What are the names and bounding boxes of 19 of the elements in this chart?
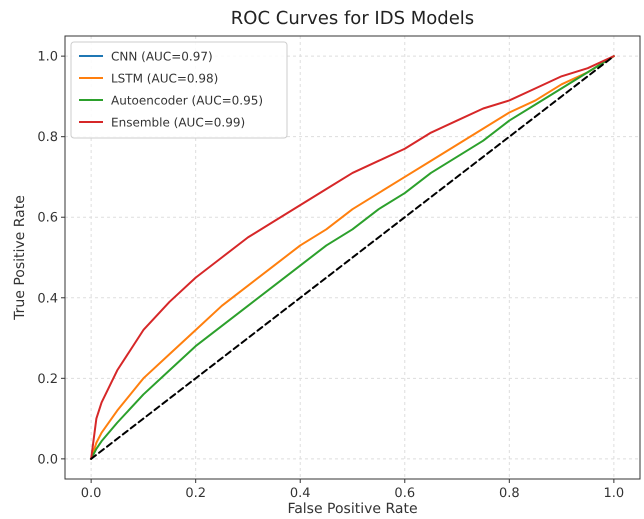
legend-label: Autoencoder (AUC=0.95) (111, 94, 264, 108)
x-tick-label: 0.8 (498, 486, 520, 501)
x-tick-label: 0.0 (80, 486, 102, 501)
x-tick-label: 0.6 (394, 486, 416, 501)
y-tick-label: 0.4 (37, 291, 58, 306)
x-tick-label: 0.4 (290, 486, 311, 501)
x-axis-title: False Positive Rate (287, 501, 418, 517)
y-tick-label: 0.2 (37, 372, 58, 387)
chart-title: ROC Curves for IDS Models (230, 8, 474, 29)
y-tick-label: 0.8 (37, 130, 58, 146)
y-tick-label: 0.6 (37, 210, 58, 226)
y-tick-label: 1.0 (37, 50, 58, 65)
legend-label: Ensemble (AUC=0.99) (111, 116, 246, 130)
x-tick-label: 1.0 (604, 486, 624, 501)
y-tick-label: 0.0 (37, 452, 58, 468)
y-axis-title: True Positive Rate (12, 195, 28, 321)
legend-label: LSTM (AUC=0.98) (111, 72, 218, 86)
legend-label: CNN (AUC=0.97) (111, 50, 213, 64)
x-tick-label: 0.2 (185, 486, 206, 501)
